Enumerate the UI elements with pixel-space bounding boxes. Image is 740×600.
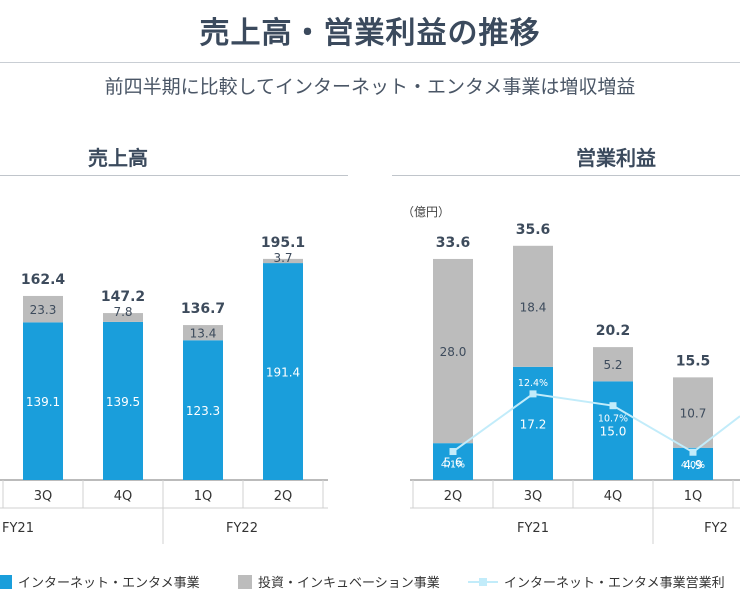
- margin-point: [689, 448, 697, 456]
- bar-investment: [263, 258, 303, 264]
- data-label-investment: 23.3: [30, 303, 57, 317]
- bar-internet: [183, 340, 223, 480]
- data-label-total: 33.6: [436, 235, 471, 251]
- bar-investment: [23, 295, 63, 323]
- legend: インターネット・エンタメ事業 投資・インキュベーション事業 インターネット・エン…: [0, 568, 740, 596]
- page-title: 売上高・営業利益の推移: [199, 16, 541, 51]
- bar-internet: [513, 366, 553, 480]
- margin-label: 12.4%: [518, 378, 548, 389]
- legend-item-investment: 投資・インキュベーション事業: [238, 572, 440, 591]
- data-label-total: 35.6: [516, 222, 551, 238]
- y-axis-unit: （億円）: [402, 205, 450, 219]
- legend-label-internet: インターネット・エンタメ事業: [18, 576, 200, 591]
- profit-title-rule: [392, 175, 740, 176]
- data-label-investment: 28.0: [440, 345, 467, 359]
- bar-investment: [513, 245, 553, 367]
- tick-label-fiscal-year: FY2: [704, 521, 728, 536]
- legend-label-margin: インターネット・エンタメ事業営業利: [504, 576, 725, 591]
- operating-profit-chart: （億円） 5.6 28.0 33.6 2Q 17.2 18.4 35.6 3Q 15.0 5.2 20…: [402, 205, 740, 544]
- bar-investment: [433, 258, 473, 444]
- data-label-internet: 4.9: [683, 458, 702, 472]
- bar-investment: [103, 313, 143, 322]
- data-label-total: 20.2: [596, 323, 631, 339]
- margin-label: 10.7%: [598, 414, 628, 425]
- tick-label-fiscal-year: FY22: [226, 521, 258, 536]
- legend-swatch-investment: [238, 574, 252, 589]
- legend-swatch-margin-line: [468, 575, 498, 589]
- tick-label-fiscal-year: FY21: [517, 521, 549, 536]
- tick-label-quarter: 2Q: [274, 489, 293, 504]
- data-label-internet: 5.6: [443, 456, 462, 470]
- bar-investment: [673, 377, 713, 448]
- data-label-internet: 17.2: [520, 417, 547, 431]
- revenue-chart-title: 売上高: [88, 146, 148, 170]
- margin-point: [449, 448, 457, 456]
- tick-label-quarter: 4Q: [114, 489, 133, 504]
- data-label-investment: 5.2: [603, 358, 622, 372]
- data-label-internet: 191.4: [266, 366, 300, 380]
- margin-label: 4.1%: [441, 460, 465, 471]
- bar-investment: [183, 325, 223, 341]
- bar-investment: [593, 347, 633, 382]
- data-label-internet: 139.5: [106, 395, 140, 409]
- bar-internet: [23, 322, 63, 480]
- margin-label: 4.0%: [681, 460, 705, 471]
- legend-label-investment: 投資・インキュベーション事業: [258, 576, 440, 591]
- tick-label-quarter: 3Q: [34, 489, 53, 504]
- data-label-total: 136.7: [181, 301, 225, 317]
- data-label-total: 147.2: [101, 289, 145, 305]
- data-label-investment: 7.8: [113, 305, 132, 319]
- data-label-total: 195.1: [261, 235, 305, 251]
- title-divider: [0, 62, 740, 63]
- data-label-total: 15.5: [676, 353, 711, 369]
- bar-internet: [103, 321, 143, 480]
- tick-label-quarter: 2Q: [444, 489, 463, 504]
- page-subtitle: 前四半期に比較してインターネット・エンタメ事業は増収増益: [104, 76, 636, 98]
- margin-point: [529, 390, 537, 398]
- data-label-internet: 15.0: [600, 425, 627, 439]
- profit-chart-title: 営業利益: [576, 146, 656, 170]
- tick-label-quarter: 1Q: [684, 489, 703, 504]
- tick-label-fiscal-year: FY21: [2, 521, 34, 536]
- data-label-investment: 18.4: [520, 300, 547, 314]
- tick-label-quarter: 1Q: [194, 489, 213, 504]
- data-label-total: 162.4: [21, 272, 66, 288]
- tick-label-quarter: 4Q: [604, 489, 623, 504]
- bar-internet: [593, 381, 633, 480]
- data-label-internet: 139.1: [26, 395, 60, 409]
- revenue-title-rule: [0, 175, 348, 176]
- bar-internet: [263, 263, 303, 480]
- data-label-internet: 123.3: [186, 404, 220, 418]
- legend-swatch-internet: [0, 574, 12, 589]
- margin-point: [609, 402, 617, 410]
- legend-item-internet: インターネット・エンタメ事業: [0, 572, 200, 591]
- data-label-investment: 3.7: [273, 251, 292, 265]
- legend-item-margin: インターネット・エンタメ事業営業利: [468, 572, 725, 591]
- tick-label-quarter: 3Q: [524, 489, 543, 504]
- data-label-investment: 13.4: [190, 327, 217, 341]
- data-label-investment: 10.7: [680, 407, 707, 421]
